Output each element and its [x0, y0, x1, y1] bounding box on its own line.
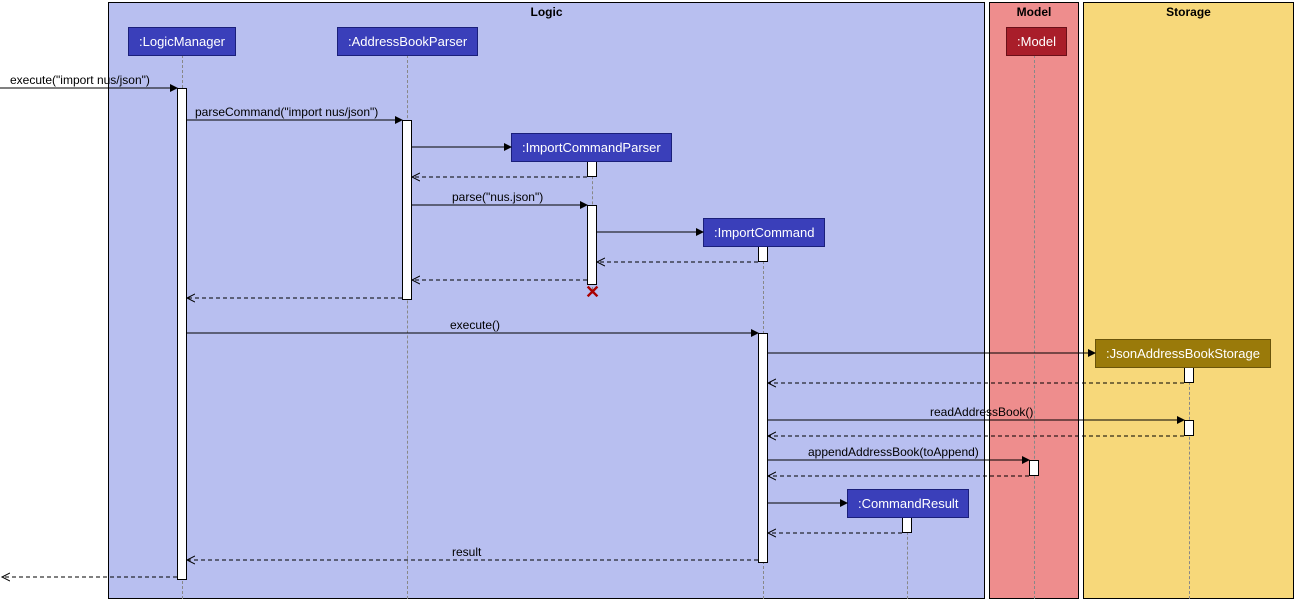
storage-frame-label: Storage [1166, 3, 1211, 21]
msg-parse-command: parseCommand("import nus/json") [195, 105, 378, 119]
msg-append-address-book: appendAddressBook(toAppend) [808, 445, 979, 459]
model-frame-label: Model [1017, 3, 1052, 21]
participant-model: :Model [1006, 27, 1067, 56]
participant-json-storage: :JsonAddressBookStorage [1095, 339, 1271, 368]
msg-execute-import: execute("import nus/json") [10, 73, 150, 87]
msg-parse: parse("nus.json") [452, 190, 543, 204]
activation-import-command-parser-1 [587, 161, 597, 177]
participant-logic-manager: :LogicManager [128, 27, 236, 56]
activation-import-command-2 [758, 333, 768, 563]
activation-command-result [902, 517, 912, 533]
lifeline-model [1034, 55, 1035, 599]
participant-command-result: :CommandResult [847, 489, 969, 518]
activation-import-command-parser-2 [587, 205, 597, 285]
activation-json-storage-2 [1184, 420, 1194, 436]
activation-address-book-parser [402, 120, 412, 300]
activation-import-command-1 [758, 246, 768, 262]
activation-logic-manager [177, 88, 187, 580]
msg-result: result [452, 545, 481, 559]
msg-read-address-book: readAddressBook() [930, 405, 1033, 419]
participant-import-command-parser: :ImportCommandParser [511, 133, 672, 162]
logic-frame-label: Logic [531, 3, 563, 21]
activation-json-storage-1 [1184, 367, 1194, 383]
activation-model [1029, 460, 1039, 476]
msg-execute: execute() [450, 318, 500, 332]
lifeline-json-storage [1189, 367, 1190, 599]
participant-address-book-parser: :AddressBookParser [337, 27, 478, 56]
participant-import-command: :ImportCommand [703, 218, 825, 247]
destroy-icon: ✕ [585, 283, 600, 301]
